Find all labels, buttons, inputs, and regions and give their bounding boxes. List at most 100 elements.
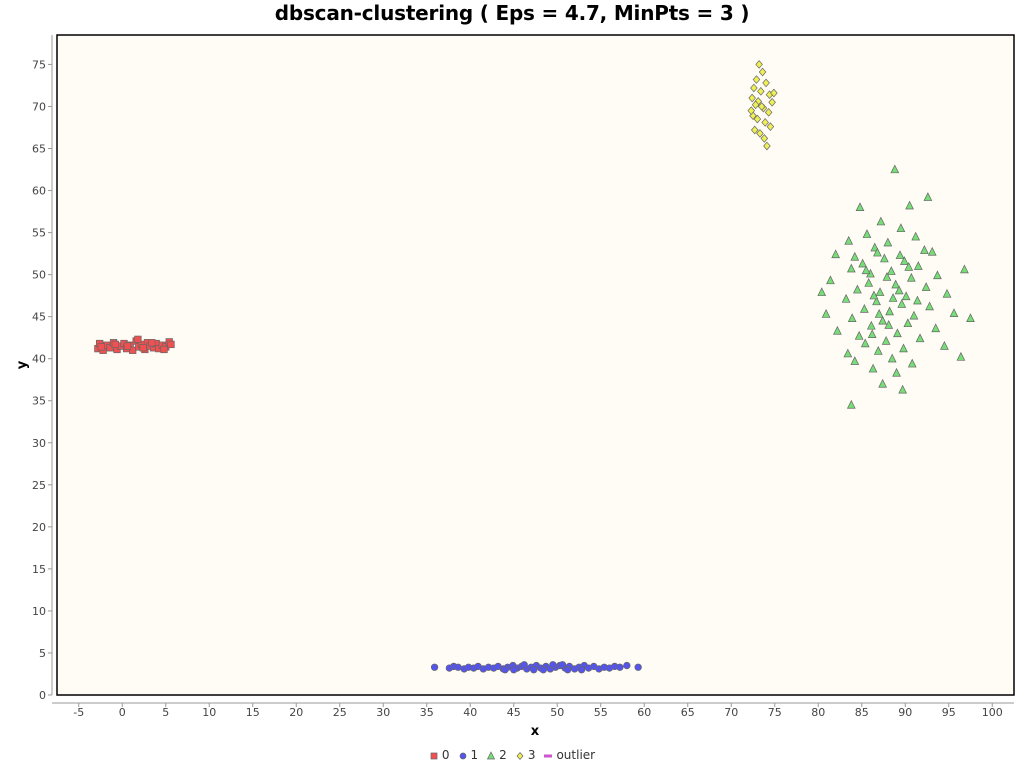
data-point-series-3 [757,86,765,96]
x-tick-label: 5 [162,706,169,719]
legend-swatch-3 [516,751,524,760]
data-point-series-3 [756,129,764,138]
data-point-series-2 [876,216,886,226]
data-point-series-2 [864,277,874,287]
data-point-series-2 [893,328,902,338]
x-tick-label: 80 [811,706,825,719]
legend-swatch-0 [430,752,438,759]
x-tick-label: 50 [550,706,564,719]
data-point-series-3 [760,134,769,143]
data-point-series-2 [915,333,925,343]
data-point-series-3 [750,125,759,135]
data-point-series-2 [901,291,911,301]
data-point-series-2 [862,229,872,238]
data-point-series-2 [847,313,857,322]
data-point-series-2 [949,308,959,317]
data-point-series-2 [873,247,882,257]
data-point-series-2 [846,399,856,409]
data-point-series-2 [846,263,856,273]
y-ticks: 0 5 10 15 20 25 30 35 40 45 50 55 60 65 70 75 [32,58,52,702]
legend-swatch-1 [459,752,466,759]
legend-swatch-outlier [544,754,553,757]
data-point-series-1 [623,661,631,670]
y-tick-label: 70 [32,100,46,113]
data-point-series-1 [616,663,624,671]
data-point-series-2 [927,246,937,256]
data-point-series-0 [134,335,142,344]
data-point-series-2 [872,296,881,306]
data-point-series-2 [826,275,835,285]
data-point-series-2 [831,249,841,259]
data-point-series-2 [905,200,914,210]
data-point-series-2 [878,315,887,325]
data-point-series-2 [853,284,862,294]
x-tick-label: 15 [246,706,260,719]
data-point-series-3 [747,106,756,116]
data-point-series-2 [895,250,905,259]
data-point-series-3 [752,75,761,84]
x-tick-label: 75 [768,706,782,719]
data-point-series-2 [843,348,853,358]
legend-label-outlier: outlier [556,748,596,762]
y-tick-label: 75 [32,58,46,71]
data-point-series-2 [885,306,894,316]
data-point-series-3 [751,100,760,110]
legend-item-3: 3 [515,748,536,762]
data-point-series-2 [881,335,891,345]
data-point-series-2 [931,323,941,333]
y-tick-label: 15 [32,563,46,576]
data-point-series-2 [861,265,871,275]
x-tick-label: -5 [73,706,84,719]
legend: 0 1 2 3 outlier [0,748,1024,762]
x-tick-label: 70 [724,706,738,719]
x-tick-label: 95 [942,706,956,719]
data-point-series-2 [907,358,917,368]
data-point-series-2 [860,338,870,348]
data-point-series-2 [887,353,897,363]
x-tick-label: 55 [594,706,608,719]
data-point-series-2 [920,245,929,254]
data-point-series-0 [97,343,106,351]
y-tick-label: 10 [32,605,46,618]
data-point-series-2 [858,258,867,268]
data-point-series-1 [530,666,538,674]
data-point-series-2 [966,313,975,322]
data-point-series-2 [850,251,860,261]
y-tick-label: 60 [32,185,46,198]
data-point-series-3 [761,118,769,127]
data-point-series-2 [873,346,883,355]
data-point-series-0 [167,340,175,349]
y-tick-label: 40 [32,353,46,366]
legend-item-0: 0 [429,748,450,762]
data-point-series-2 [913,261,923,270]
data-point-series-2 [855,202,865,212]
y-tick-label: 30 [32,437,46,450]
data-point-series-2 [898,384,908,394]
data-point-series-2 [867,329,877,338]
data-point-series-1 [577,666,586,674]
data-point-series-1 [558,661,567,669]
y-tick-label: 50 [32,269,46,282]
plot-area [56,34,1015,696]
y-tick-label: 20 [32,521,46,534]
legend-item-1: 1 [458,748,478,762]
data-point-series-2 [850,356,860,365]
x-tick-label: 0 [119,706,126,719]
data-points [94,60,975,674]
data-point-series-2 [888,293,898,302]
x-tick-label: 45 [507,706,521,719]
data-point-series-3 [762,78,770,88]
x-tick-label: 40 [463,706,477,719]
data-point-series-2 [904,261,914,271]
data-point-series-1 [634,663,642,671]
legend-label-3: 3 [527,748,536,762]
data-point-series-3 [748,93,756,103]
data-point-series-2 [817,287,827,296]
data-point-series-2 [899,343,908,353]
data-point-series-2 [866,320,876,330]
legend-item-outlier: outlier [543,748,595,762]
data-point-series-2 [874,309,884,318]
data-point-series-3 [766,122,775,131]
data-point-series-2 [890,164,900,174]
